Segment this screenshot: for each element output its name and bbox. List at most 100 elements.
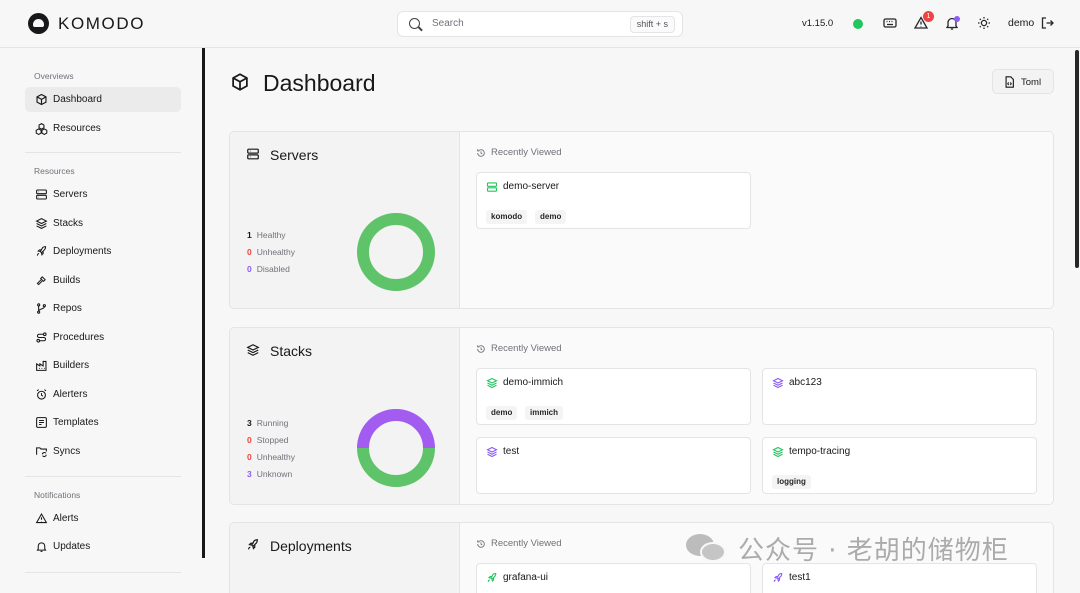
tag[interactable]: demo <box>486 406 518 420</box>
logo[interactable]: KOMODO <box>28 13 145 34</box>
resource-card-grafana-ui[interactable]: grafana-ui <box>476 563 751 593</box>
page-scrollbar[interactable] <box>1075 50 1079 268</box>
recently-viewed-label: Recently Viewed <box>491 538 562 549</box>
donut-segment-healthy <box>357 213 435 291</box>
rocket-icon <box>248 539 258 550</box>
resource-card-test1[interactable]: test1 <box>762 563 1037 593</box>
resource-card-abc123[interactable]: abc123 <box>762 368 1037 425</box>
server-icon <box>486 182 498 192</box>
route-icon <box>36 332 47 343</box>
sidebar-item-label: Updates <box>53 541 91 552</box>
sidebar-item-label: Builders <box>53 360 90 371</box>
sidebar-item-label: Builds <box>53 275 81 286</box>
search-placeholder: Search <box>432 18 464 29</box>
sidebar-item-syncs[interactable]: Syncs <box>25 439 181 464</box>
bell-icon <box>36 542 47 552</box>
rocket-icon <box>773 572 783 583</box>
history-icon <box>477 149 485 157</box>
resource-card-demo-server[interactable]: demo-server komodo demo <box>476 172 751 229</box>
resource-card-demo-immich[interactable]: demo-immich demo immich <box>476 368 751 425</box>
sidebar-item-builders[interactable]: Builders <box>25 353 181 378</box>
stacks-donut-chart <box>357 409 435 487</box>
alert-triangle-icon[interactable] <box>913 15 929 31</box>
keyboard-icon[interactable] <box>882 15 898 31</box>
sidebar-item-label: Alerters <box>53 389 88 400</box>
sidebar-item-alerts[interactable]: Alerts <box>25 506 181 531</box>
stat-running: 3 Running <box>247 418 289 428</box>
stat-stopped: 0 Stopped <box>247 435 289 445</box>
watermark-text: 公众号 · 老胡的储物柜 <box>738 536 1009 566</box>
dashboard-title-icon <box>232 73 248 91</box>
sidebar-item-deployments[interactable]: Deployments <box>25 239 181 264</box>
search-input[interactable]: Search shift + s <box>397 11 683 37</box>
git-branch-icon <box>37 303 46 314</box>
stat-unhealthy: 0 Unhealthy <box>247 247 296 257</box>
alert-count-badge: 1 <box>923 11 934 22</box>
tag[interactable]: demo <box>535 210 567 224</box>
resource-card-tempo-tracing[interactable]: tempo-tracing logging <box>762 437 1037 494</box>
tag[interactable]: immich <box>525 406 564 420</box>
resource-card-test[interactable]: test <box>476 437 751 494</box>
sidebar-item-procedures[interactable]: Procedures <box>25 325 181 350</box>
sidebar-item-resources[interactable]: Resources <box>25 116 181 141</box>
watermark: 公众号 · 老胡的储物柜 <box>686 530 1009 567</box>
sidebar-divider-line <box>25 572 181 573</box>
sidebar-section-resources: Resources <box>34 166 75 176</box>
sidebar-item-stacks[interactable]: Stacks <box>25 211 181 236</box>
sidebar-item-alerters[interactable]: Alerters <box>25 382 181 407</box>
sidebar-item-updates[interactable]: Updates <box>25 534 181 559</box>
sidebar-item-label: Resources <box>53 123 101 134</box>
donut-segment-unknown <box>357 409 435 449</box>
sidebar-item-repos[interactable]: Repos <box>25 296 181 321</box>
template-icon <box>36 417 47 428</box>
servers-recently-viewed: Recently Viewed demo-server komodo demo <box>460 132 1053 308</box>
factory-icon <box>36 360 47 371</box>
sidebar-item-label: Stacks <box>53 218 84 229</box>
connection-status-icon <box>853 19 863 29</box>
sidebar-divider <box>202 48 205 558</box>
resource-name: grafana-ui <box>503 572 549 583</box>
sidebar-item-label: Templates <box>53 417 99 428</box>
stacks-recently-viewed: Recently Viewed demo-immich demo immich … <box>460 328 1053 504</box>
recently-viewed-label: Recently Viewed <box>491 343 562 354</box>
notification-dot <box>954 16 960 22</box>
komodo-logo-icon <box>28 13 49 34</box>
layers-icon <box>772 446 784 458</box>
resource-name: demo-server <box>503 181 560 192</box>
alarm-clock-icon <box>36 389 47 400</box>
sidebar-item-label: Repos <box>53 303 82 314</box>
stat-unhealthy: 0 Unhealthy <box>247 452 296 462</box>
sidebar-item-templates[interactable]: Templates <box>25 410 181 435</box>
resource-name: demo-immich <box>503 377 564 388</box>
deployments-summary[interactable]: Deployments <box>230 523 460 593</box>
logout-icon[interactable] <box>1039 15 1055 31</box>
donut-segment-running <box>357 447 435 487</box>
resource-name: tempo-tracing <box>789 446 851 457</box>
tag[interactable]: logging <box>772 475 811 489</box>
sidebar-item-label: Dashboard <box>53 94 102 105</box>
stat-disabled: 0 Disabled <box>247 264 290 274</box>
layers-icon <box>486 377 498 389</box>
sidebar-item-label: Servers <box>53 189 88 200</box>
sidebar <box>0 48 202 593</box>
sun-icon[interactable] <box>976 15 992 31</box>
sidebar-item-dashboard[interactable]: Dashboard <box>25 87 181 112</box>
wechat-logo-icon <box>686 532 730 566</box>
layers-icon <box>246 344 260 356</box>
servers-summary[interactable]: Servers 1 Healthy 0 Unhealthy 0 Disabled <box>230 132 460 308</box>
stacks-section: Stacks 3 Running 0 Stopped 0 Unhealthy 3 Unk… <box>229 327 1054 505</box>
sidebar-section-overviews: Overviews <box>34 71 74 81</box>
file-code-icon <box>1005 76 1014 88</box>
username[interactable]: demo <box>1008 17 1035 29</box>
sidebar-item-servers[interactable]: Servers <box>25 182 181 207</box>
toml-button[interactable]: Toml <box>992 69 1054 94</box>
version-label[interactable]: v1.15.0 <box>802 18 834 29</box>
tag[interactable]: komodo <box>486 210 528 224</box>
rocket-icon <box>36 246 47 256</box>
sidebar-item-builds[interactable]: Builds <box>25 268 181 293</box>
stacks-summary[interactable]: Stacks 3 Running 0 Stopped 0 Unhealthy 3 Unk… <box>230 328 460 504</box>
logo-text: KOMODO <box>58 13 146 33</box>
section-title: Stacks <box>270 343 313 359</box>
search-shortcut: shift + s <box>629 16 675 33</box>
boxes-icon <box>35 123 48 135</box>
